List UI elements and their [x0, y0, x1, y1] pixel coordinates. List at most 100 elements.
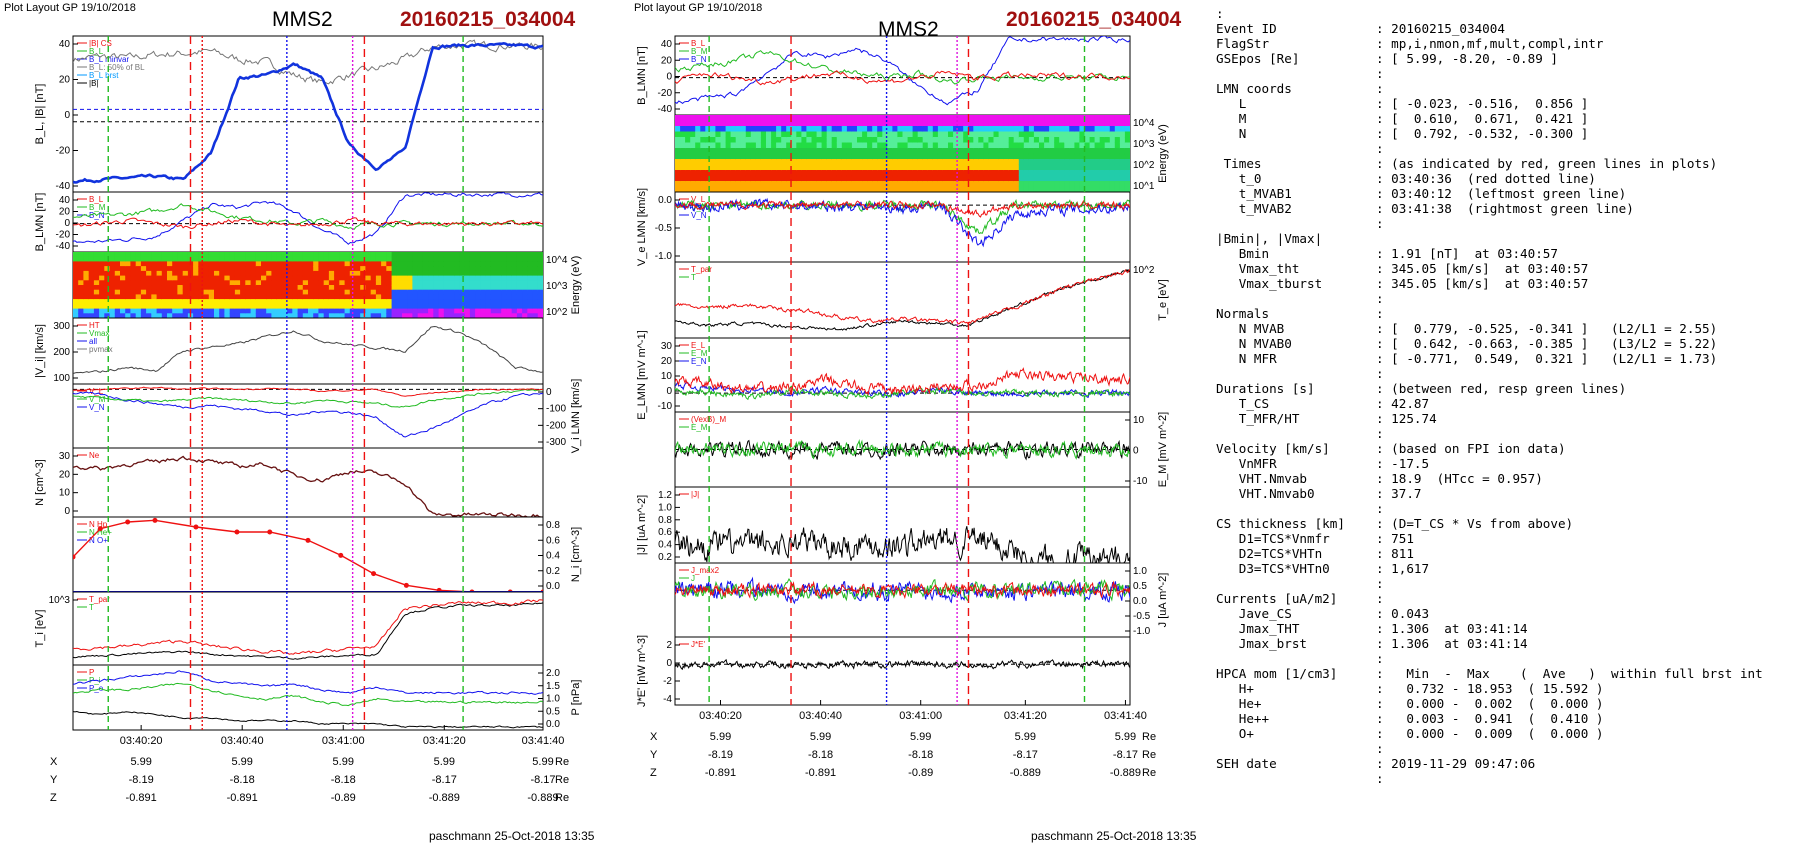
- mid-pos-row-value: -8.19: [708, 749, 733, 761]
- left-pos-row-value: -8.19: [129, 774, 154, 786]
- summary-value: : 0.000 - 0.002 ( 0.000 ): [1376, 696, 1604, 711]
- summary-row: t_MVAB2: 03:41:38 (rightmost green line): [1216, 201, 1801, 216]
- summary-value: :: [1376, 501, 1384, 516]
- left-blmn-ytick-label: -40: [56, 241, 71, 252]
- left-vilmn-legend-label: V_L: [89, 387, 104, 396]
- summary-key: D3=TCS*VHTn0: [1216, 561, 1330, 576]
- mid-em-ytick-label: 0: [1133, 446, 1139, 457]
- mid-elmn-ytick-label: 20: [661, 356, 673, 367]
- left-bl-legend-label: B_L: [89, 47, 104, 56]
- summary-value: :: [1376, 741, 1384, 756]
- middle-spacecraft-title: MMS2: [878, 18, 939, 41]
- mid-vn-series: [675, 200, 1130, 218]
- left-bn-component: [73, 217, 543, 230]
- left-bl-ylabel: B_L, |B| [nT]: [34, 84, 46, 145]
- mid-je-frame: [674, 636, 1131, 706]
- summary-key: Jave_CS: [1216, 606, 1292, 621]
- mid-espec-ytick-label: 10^4: [1133, 118, 1155, 129]
- mid-ve-legend-label: V_L: [691, 195, 706, 204]
- summary-row: Velocity [km/s]: (based on FPI ion data): [1216, 441, 1801, 456]
- summary-value: :: [1376, 66, 1384, 81]
- mid-ve-content: [675, 197, 1130, 248]
- summary-value: : 20160215_034004: [1376, 21, 1505, 36]
- mid-jlmn-content: [675, 576, 1130, 605]
- summary-key: Durations [s]: [1216, 381, 1315, 396]
- mid-jl-series: [675, 576, 1130, 605]
- left-spacecraft-title: MMS2: [272, 8, 333, 31]
- left-blmn-content: [73, 192, 543, 245]
- left-blmn-ytick-label: -20: [56, 230, 71, 241]
- summary-value: : 1.306 at 03:41:14: [1376, 621, 1528, 636]
- left-panel-bl: 40 20 0 -20 -40 B_L, |B| [nT] |B| CSB_LB_L min…: [34, 35, 544, 193]
- mid-tpar-series: [675, 269, 1130, 325]
- left-ti-frame: [72, 591, 544, 666]
- left-vilmn-ytick-label: -200: [546, 420, 566, 431]
- summary-key: Vmax_tht: [1216, 261, 1300, 276]
- mid-ve-ytick-label: -1.0: [655, 251, 673, 262]
- left-event-title: 20160215_034004: [400, 8, 576, 31]
- mid-te-legend-label: T_par: [691, 265, 712, 274]
- mid-jlmn-legend-label: J: [691, 574, 695, 583]
- left-panel-vilmn: 0 -100 -200 -300 V_i LMN [km/s] V_LV_MV_N: [72, 379, 582, 453]
- left-blmn-ytick-label: 20: [59, 207, 71, 218]
- left-p-frame: [72, 664, 544, 731]
- summary-value: : 0.000 - 0.009 ( 0.000 ): [1376, 726, 1604, 741]
- mid-j-content: [675, 526, 1130, 563]
- mid-em-series: [675, 385, 1130, 401]
- mid-pos-row-value: -0.891: [805, 767, 836, 779]
- left-pos-row-value: 5.99: [231, 756, 252, 768]
- mid-jlmn-ytick-label: 0.5: [1133, 581, 1147, 592]
- summary-row: |Bmin|, |Vmax|: [1216, 231, 1801, 246]
- left-t-series: [73, 602, 543, 660]
- mid-pos-row-value: -0.889: [1110, 767, 1141, 779]
- summary-key: T_MFR/HT: [1216, 411, 1300, 426]
- left-ti-content: [73, 599, 543, 660]
- left-ne-series: [73, 455, 543, 517]
- left-xtick-label: 03:40:40: [221, 735, 264, 747]
- mid-xtick-label: 03:41:00: [899, 710, 942, 722]
- left-bl-minvar-series: [73, 39, 543, 85]
- summary-key: |Bmin|, |Vmax|: [1216, 231, 1323, 246]
- summary-row: :: [1216, 216, 1801, 231]
- mid-panel-je: 2 0 -2 -4 J*E' [nW m^-3] J*E': [636, 635, 1131, 707]
- mid-te-frame: [674, 261, 1131, 339]
- summary-row: Currents [uA/m2]:: [1216, 591, 1801, 606]
- summary-key: T_CS: [1216, 396, 1270, 411]
- left-pos-row-value: -8.17: [530, 774, 555, 786]
- left-bm-component: [73, 203, 543, 230]
- left-pos-row-value: -0.89: [331, 792, 356, 804]
- mid-el-series: [675, 381, 1130, 399]
- summary-row: VHT.Nmvab0: 37.7: [1216, 486, 1801, 501]
- mid-pos-row-unit: Re: [1142, 749, 1156, 761]
- left-p-legend-label: P_e: [89, 684, 104, 693]
- mid-j-ytick-label: 0.6: [658, 527, 672, 538]
- mid-elmn-ytick-label: 0: [666, 386, 672, 397]
- summary-row: H+: 0.732 - 18.953 ( 15.592 ): [1216, 681, 1801, 696]
- summary-value: :: [1376, 216, 1384, 231]
- summary-value: : 03:41:38 (rightmost green line): [1376, 201, 1634, 216]
- left-spec-ytick-label: 10^2: [546, 307, 568, 318]
- mid-panel-blmn2: 40 20 0 -20 -40 B_LMN [nT] B_LB_MB_N: [636, 35, 1131, 116]
- left-spec-ylabel: Energy (eV): [570, 256, 582, 315]
- summary-row: :: [1216, 366, 1801, 381]
- mid-blmn2-ytick-label: -40: [658, 104, 673, 115]
- mid-j-ytick-label: 0.4: [658, 540, 672, 551]
- left-bl-ytick-label: -20: [56, 146, 71, 157]
- summary-value: :: [1376, 771, 1384, 786]
- left-pos-row-unit: Re: [555, 792, 569, 804]
- summary-key: HPCA mom [1/cm3]: [1216, 666, 1338, 681]
- mid-jlmn-ytick-label: 0.0: [1133, 596, 1147, 607]
- mid-espec-ylabel: Energy (eV): [1157, 124, 1169, 183]
- middle-footer: paschmann 25-Oct-2018 13:35: [1031, 829, 1197, 843]
- left-ni-ylabel: N_i [cm^-3]: [570, 527, 582, 582]
- mid-elmn-content: [675, 367, 1130, 401]
- summary-value: :: [1376, 426, 1384, 441]
- left-xtick-label: 03:41:40: [522, 735, 565, 747]
- mid-pos-row-label: Y: [650, 749, 658, 761]
- summary-row: Durations [s]: (between red, resp green …: [1216, 381, 1801, 396]
- left-p-ytick-label: 1.5: [546, 681, 560, 692]
- left-vl-series: [73, 391, 543, 438]
- summary-key: N MFR: [1216, 351, 1277, 366]
